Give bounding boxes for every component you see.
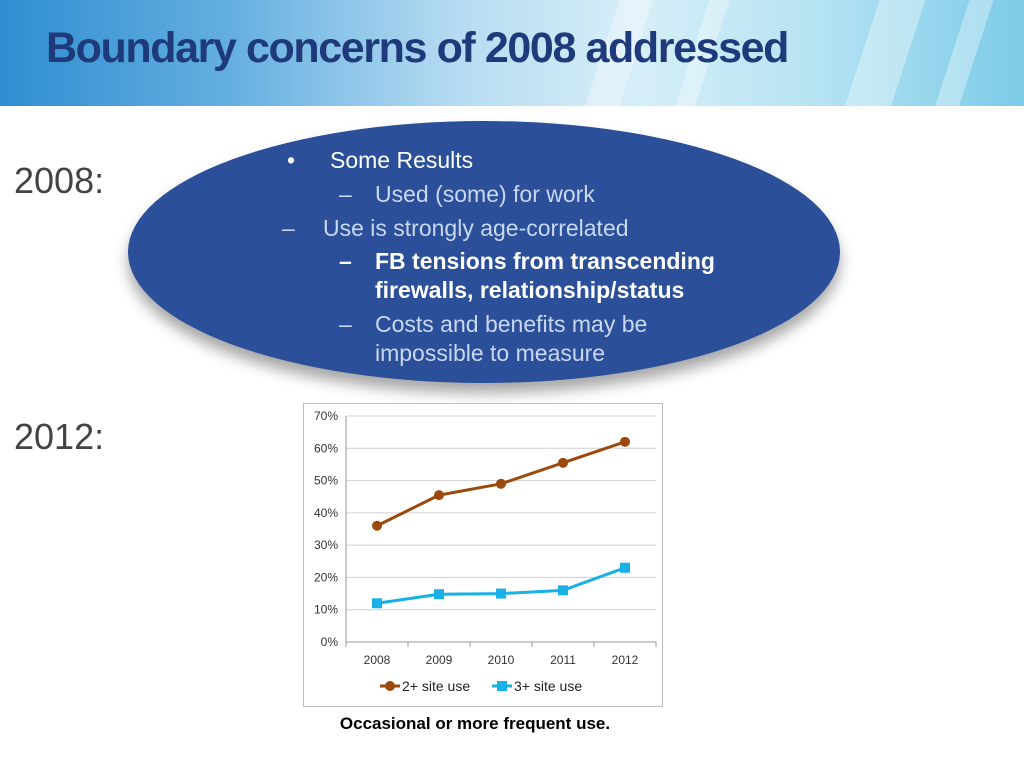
results-ellipse (128, 121, 840, 383)
x-tick-label: 2012 (612, 653, 639, 667)
data-point (372, 598, 382, 609)
bullet-fb-tensions-line1: FB tensions from transcending (375, 248, 715, 274)
x-tick-label: 2011 (550, 653, 576, 667)
data-point (372, 520, 382, 531)
y-tick-label: 20% (314, 570, 338, 584)
y-tick-label: 0% (321, 635, 339, 649)
year-label-2012: 2012: (14, 416, 105, 457)
data-point (558, 585, 568, 596)
y-tick-label: 10% (314, 603, 338, 617)
data-point (558, 457, 568, 468)
bullet-marker: • (287, 147, 296, 173)
chart-frame: 0% 10% 20% 30% 40% 50% 60% 70% 2008 2009 2010 2011 2… (303, 403, 663, 707)
banner-decoration (924, 0, 1000, 106)
data-point (496, 478, 506, 489)
data-point (496, 588, 506, 599)
bullet-some-results: Some Results (330, 147, 474, 173)
bullet-costs-line2: impossible to measure (375, 340, 606, 366)
slide-title: Boundary concerns of 2008 addressed (46, 24, 789, 72)
data-point (620, 562, 630, 573)
x-tick-label: 2008 (364, 653, 391, 667)
bullet-fb-tensions-line2: firewalls, relationship/status (375, 277, 685, 303)
y-tick-label: 30% (314, 538, 338, 552)
usage-line-chart: 0% 10% 20% 30% 40% 50% 60% 70% 2008 2009 2010 2011 2… (314, 409, 657, 694)
x-tick-label: 2009 (426, 653, 453, 667)
legend-label: 2+ site use (402, 678, 470, 694)
dash-marker: – (282, 215, 295, 241)
title-banner (0, 0, 1024, 106)
banner-decoration (834, 0, 932, 106)
data-point (434, 589, 444, 600)
y-tick-label: 60% (314, 441, 338, 455)
x-tick-label: 2010 (488, 653, 515, 667)
legend-marker (497, 681, 507, 691)
data-point (434, 490, 444, 501)
legend-marker (385, 681, 395, 691)
dash-marker: – (339, 311, 352, 337)
bullet-age-correlated: Use is strongly age-correlated (323, 215, 629, 241)
chart-caption: Occasional or more frequent use. (339, 714, 611, 733)
bullet-used-for-work: Used (some) for work (375, 181, 595, 207)
y-tick-label: 70% (314, 409, 338, 423)
dash-marker: – (339, 181, 352, 207)
data-point (620, 436, 630, 447)
bullet-costs-line1: Costs and benefits may be (375, 311, 648, 337)
y-tick-label: 50% (314, 474, 338, 488)
year-label-2008: 2008: (14, 160, 105, 201)
legend-label: 3+ site use (514, 678, 582, 694)
dash-marker: – (339, 248, 352, 274)
y-tick-label: 40% (314, 506, 338, 520)
